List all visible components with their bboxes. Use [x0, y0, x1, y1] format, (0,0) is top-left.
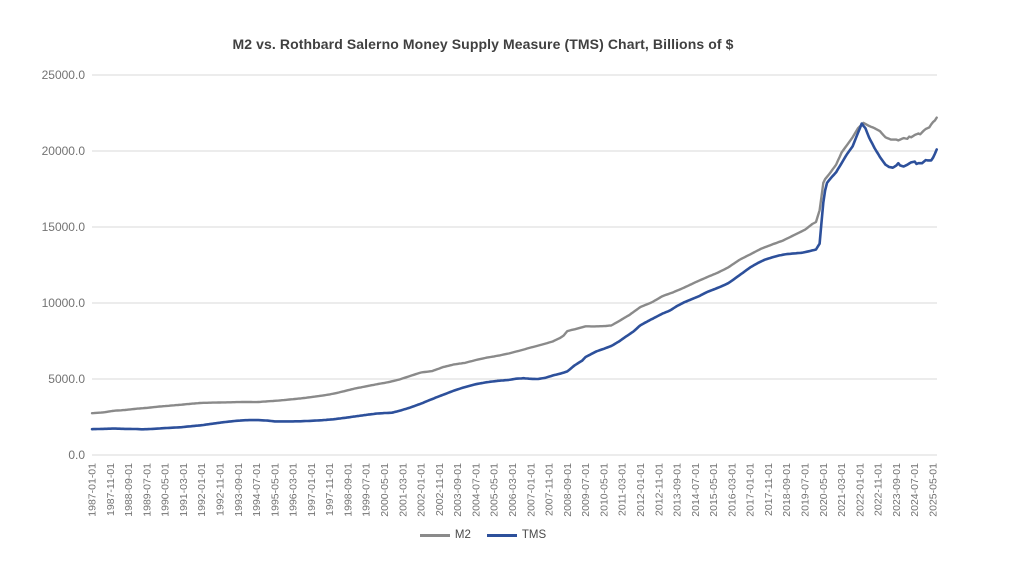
- x-tick-label: 2014-07-01: [690, 463, 702, 517]
- x-tick-label: 1989-07-01: [141, 463, 153, 517]
- x-tick-label: 1992-11-01: [214, 463, 226, 516]
- x-tick-label: 2015-05-01: [708, 463, 720, 517]
- m2-line: [90, 116, 938, 415]
- chart-title: M2 vs. Rothbard Salerno Money Supply Mea…: [232, 36, 734, 52]
- x-tick-label: 2021-03-01: [836, 463, 848, 517]
- x-tick-label: 1993-09-01: [233, 463, 245, 517]
- x-tick-label: 2018-09-01: [781, 463, 793, 517]
- legend-item-tms: TMS: [486, 529, 547, 541]
- y-tick-label: 5000.0: [48, 372, 85, 386]
- x-tick-label: 2020-05-01: [818, 463, 830, 517]
- x-tick-label: 1996-03-01: [288, 463, 300, 517]
- x-tick-label: 2012-01-01: [635, 463, 647, 517]
- legend-item-m2: M2: [419, 529, 471, 541]
- x-tick-label: 2017-11-01: [763, 463, 775, 516]
- x-tick-label: 2022-01-01: [854, 463, 866, 517]
- x-tick-label: 2022-11-01: [873, 463, 885, 516]
- x-tick-label: 2004-07-01: [470, 463, 482, 517]
- x-tick-label: 1987-11-01: [105, 463, 117, 516]
- y-tick-label: 20000.0: [42, 144, 86, 158]
- y-tick-label: 15000.0: [42, 220, 86, 234]
- x-tick-label: 2024-07-01: [909, 463, 921, 517]
- x-tick-label: 1999-07-01: [361, 463, 373, 517]
- x-tick-label: 1997-11-01: [324, 463, 336, 516]
- x-tick-label: 2007-01-01: [525, 463, 537, 517]
- x-axis-labels: 1987-01-01 1987-11-01 1988-09-01 1989-07-01…: [87, 463, 940, 517]
- x-tick-label: 1998-09-01: [342, 463, 354, 517]
- tms-line: [90, 122, 938, 431]
- x-tick-label: 2017-01-01: [745, 463, 757, 517]
- x-tick-label: 2016-03-01: [726, 463, 738, 517]
- y-axis-labels: 0.0 5000.0 10000.0 15000.0 20000.0 25000.0: [42, 68, 86, 462]
- x-tick-label: 2012-11-01: [653, 463, 665, 516]
- x-tick-label: 2002-01-01: [416, 463, 428, 517]
- x-tick-label: 1995-05-01: [269, 463, 281, 517]
- x-tick-label: 1987-01-01: [87, 463, 99, 517]
- x-tick-label: 2023-09-01: [891, 463, 903, 517]
- x-tick-label: 2005-05-01: [489, 463, 501, 517]
- x-tick-label: 1994-07-01: [251, 463, 263, 517]
- x-tick-label: 2025-05-01: [928, 463, 940, 517]
- chart-legend: M2 TMS: [0, 529, 966, 541]
- x-tick-label: 1997-01-01: [306, 463, 318, 517]
- tms-legend-label: TMS: [521, 529, 547, 541]
- x-tick-label: 2003-09-01: [452, 463, 464, 517]
- x-tick-label: 2008-09-01: [562, 463, 574, 517]
- x-tick-label: 1991-03-01: [178, 463, 190, 517]
- x-tick-label: 2000-05-01: [379, 463, 391, 517]
- m2-line-swatch: [419, 533, 450, 537]
- x-tick-label: 2011-03-01: [617, 463, 629, 516]
- x-tick-label: 1988-09-01: [123, 463, 135, 517]
- y-tick-label: 25000.0: [42, 68, 86, 82]
- gridlines: [92, 74, 937, 456]
- y-tick-label: 0.0: [68, 448, 85, 462]
- x-tick-label: 2019-07-01: [800, 463, 812, 517]
- x-tick-label: 2009-07-01: [580, 463, 592, 517]
- x-tick-label: 2007-11-01: [544, 463, 556, 516]
- x-tick-label: 1992-01-01: [196, 463, 208, 517]
- x-tick-label: 1990-05-01: [160, 463, 172, 517]
- y-tick-label: 10000.0: [42, 296, 86, 310]
- x-tick-label: 2006-03-01: [507, 463, 519, 517]
- tms-line-swatch: [486, 533, 517, 537]
- x-tick-label: 2002-11-01: [434, 463, 446, 516]
- m2-legend-label: M2: [454, 529, 471, 541]
- x-tick-label: 2013-09-01: [672, 463, 684, 517]
- x-tick-label: 2010-05-01: [598, 463, 610, 517]
- x-tick-label: 2001-03-01: [397, 463, 409, 517]
